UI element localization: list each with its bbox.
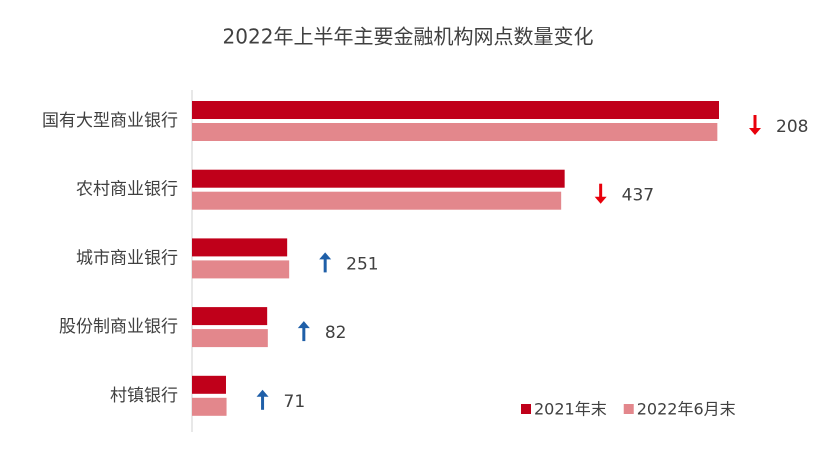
legend-swatch [623,404,634,414]
category-label: 国有大型商业银行 [42,111,178,131]
bar [192,123,718,141]
legend-label: 2021年末 [534,400,607,419]
category-label: 农村商业银行 [76,180,178,200]
bar [192,260,290,279]
change-label: 82 [325,323,347,343]
bar [192,329,268,348]
change-label: 71 [284,392,306,412]
category-label: 村镇银行 [110,386,178,406]
legend-label: 2022年6月末 [637,400,736,419]
category-label: 股份制商业银行 [59,317,178,337]
bar [192,397,227,416]
bar [192,101,719,119]
change-label: 208 [776,117,808,137]
arrow-head [297,321,310,329]
bar [192,191,562,210]
legend-swatch [521,404,531,414]
change-label: 251 [346,254,378,274]
bar [192,169,565,188]
bar [192,307,268,326]
bar [192,238,288,257]
bar [192,375,226,394]
change-label: 437 [622,186,654,206]
category-label: 城市商业银行 [76,248,178,268]
arrow-head [594,196,607,204]
chart-title: 2022年上半年主要金融机构网点数量变化 [223,25,594,49]
arrow-head [319,252,332,260]
arrow-head [256,389,269,397]
arrow-head [749,128,761,135]
